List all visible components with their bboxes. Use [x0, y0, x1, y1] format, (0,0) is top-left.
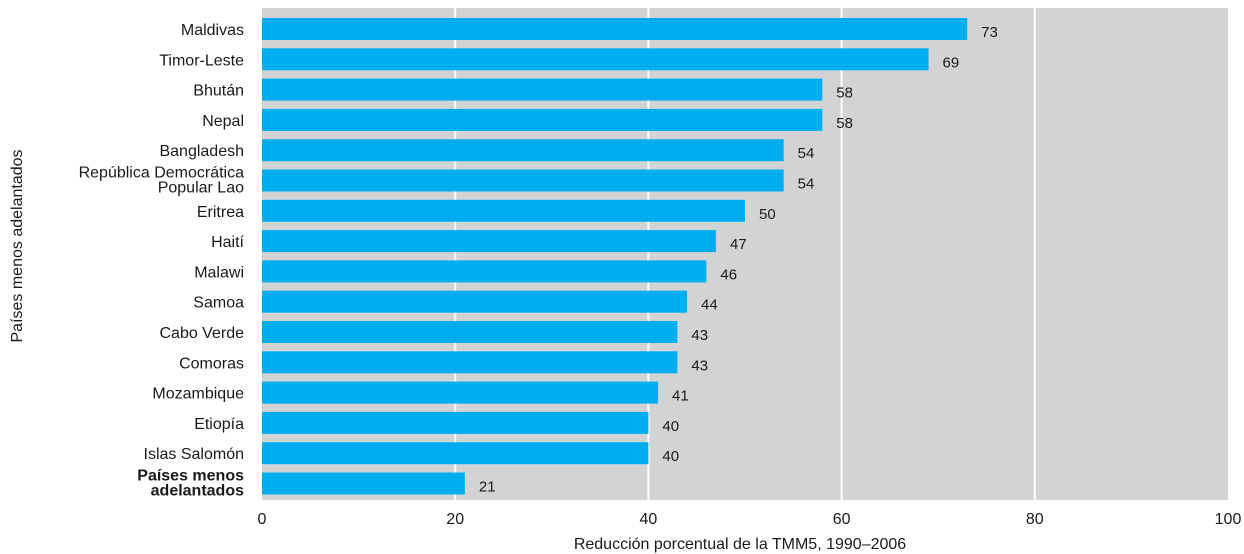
- tick-label: 0: [258, 511, 267, 528]
- category-label: Malawi: [194, 264, 244, 281]
- category-label: Nepal: [202, 113, 244, 130]
- value-label: 40: [662, 418, 679, 435]
- bar: [262, 381, 659, 404]
- category-label: Países menos adelantados: [137, 468, 244, 500]
- category-label-line: adelantados: [151, 483, 244, 500]
- category-label: Cabo Verde: [159, 325, 244, 342]
- category-label-line: República Democrática: [79, 165, 245, 182]
- value-label: 43: [691, 327, 708, 344]
- category-label: Bhután: [193, 83, 244, 100]
- category-label: Maldivas: [181, 22, 244, 39]
- tick-label: 100: [1215, 511, 1242, 528]
- value-label: 58: [836, 85, 853, 102]
- category-label: Samoa: [193, 295, 244, 312]
- bar: [262, 139, 784, 162]
- value-label: 41: [672, 388, 689, 405]
- value-label: 47: [730, 236, 747, 253]
- tick-label: 60: [833, 511, 851, 528]
- bar: [262, 169, 784, 192]
- category-label: Mozambique: [152, 386, 244, 403]
- category-label-line: Países menos: [137, 468, 244, 485]
- bar: [262, 48, 929, 71]
- value-label: 58: [836, 115, 853, 132]
- value-label: 69: [943, 54, 960, 71]
- category-label: Bangladesh: [159, 143, 244, 160]
- bars: [262, 18, 968, 495]
- value-label: 43: [691, 357, 708, 374]
- bar: [262, 411, 649, 434]
- x-axis-ticks: 0 20 40 60 80 100: [258, 511, 1242, 528]
- category-label: República Democrática Popular Lao: [79, 165, 245, 197]
- category-label: Islas Salomón: [144, 446, 245, 463]
- bar: [262, 290, 688, 313]
- category-label: Etiopía: [194, 416, 244, 433]
- category-label: Haití: [211, 234, 244, 251]
- bar: [262, 351, 678, 374]
- value-label: 54: [798, 145, 815, 162]
- x-axis-title: Reducción porcentual de la TMM5, 1990–20…: [574, 536, 906, 553]
- value-label: 50: [759, 206, 776, 223]
- category-label: Comoras: [179, 355, 244, 372]
- value-label: 40: [662, 448, 679, 465]
- value-label: 44: [701, 297, 718, 314]
- category-label: Timor-Leste: [159, 52, 244, 69]
- value-label: 21: [479, 479, 496, 496]
- tick-label: 80: [1026, 511, 1044, 528]
- category-label: Eritrea: [197, 204, 244, 221]
- bar: [262, 230, 717, 253]
- category-labels: Maldivas Timor-Leste Bhután Nepal Bangladesh…: [79, 22, 245, 500]
- bar: [262, 321, 678, 343]
- bar: [262, 260, 707, 283]
- bar: [262, 442, 649, 465]
- bar: [262, 472, 465, 495]
- value-label: 54: [798, 176, 815, 193]
- tick-label: 20: [446, 511, 464, 528]
- bar: [262, 108, 823, 131]
- bar: [262, 18, 968, 40]
- bar: [262, 199, 745, 222]
- category-label-line: Popular Lao: [158, 180, 244, 197]
- y-axis-title: Países menos adelantados: [9, 149, 26, 342]
- tick-label: 40: [640, 511, 658, 528]
- bar: [262, 78, 823, 101]
- value-label: 73: [981, 24, 998, 41]
- value-label: 46: [720, 266, 737, 283]
